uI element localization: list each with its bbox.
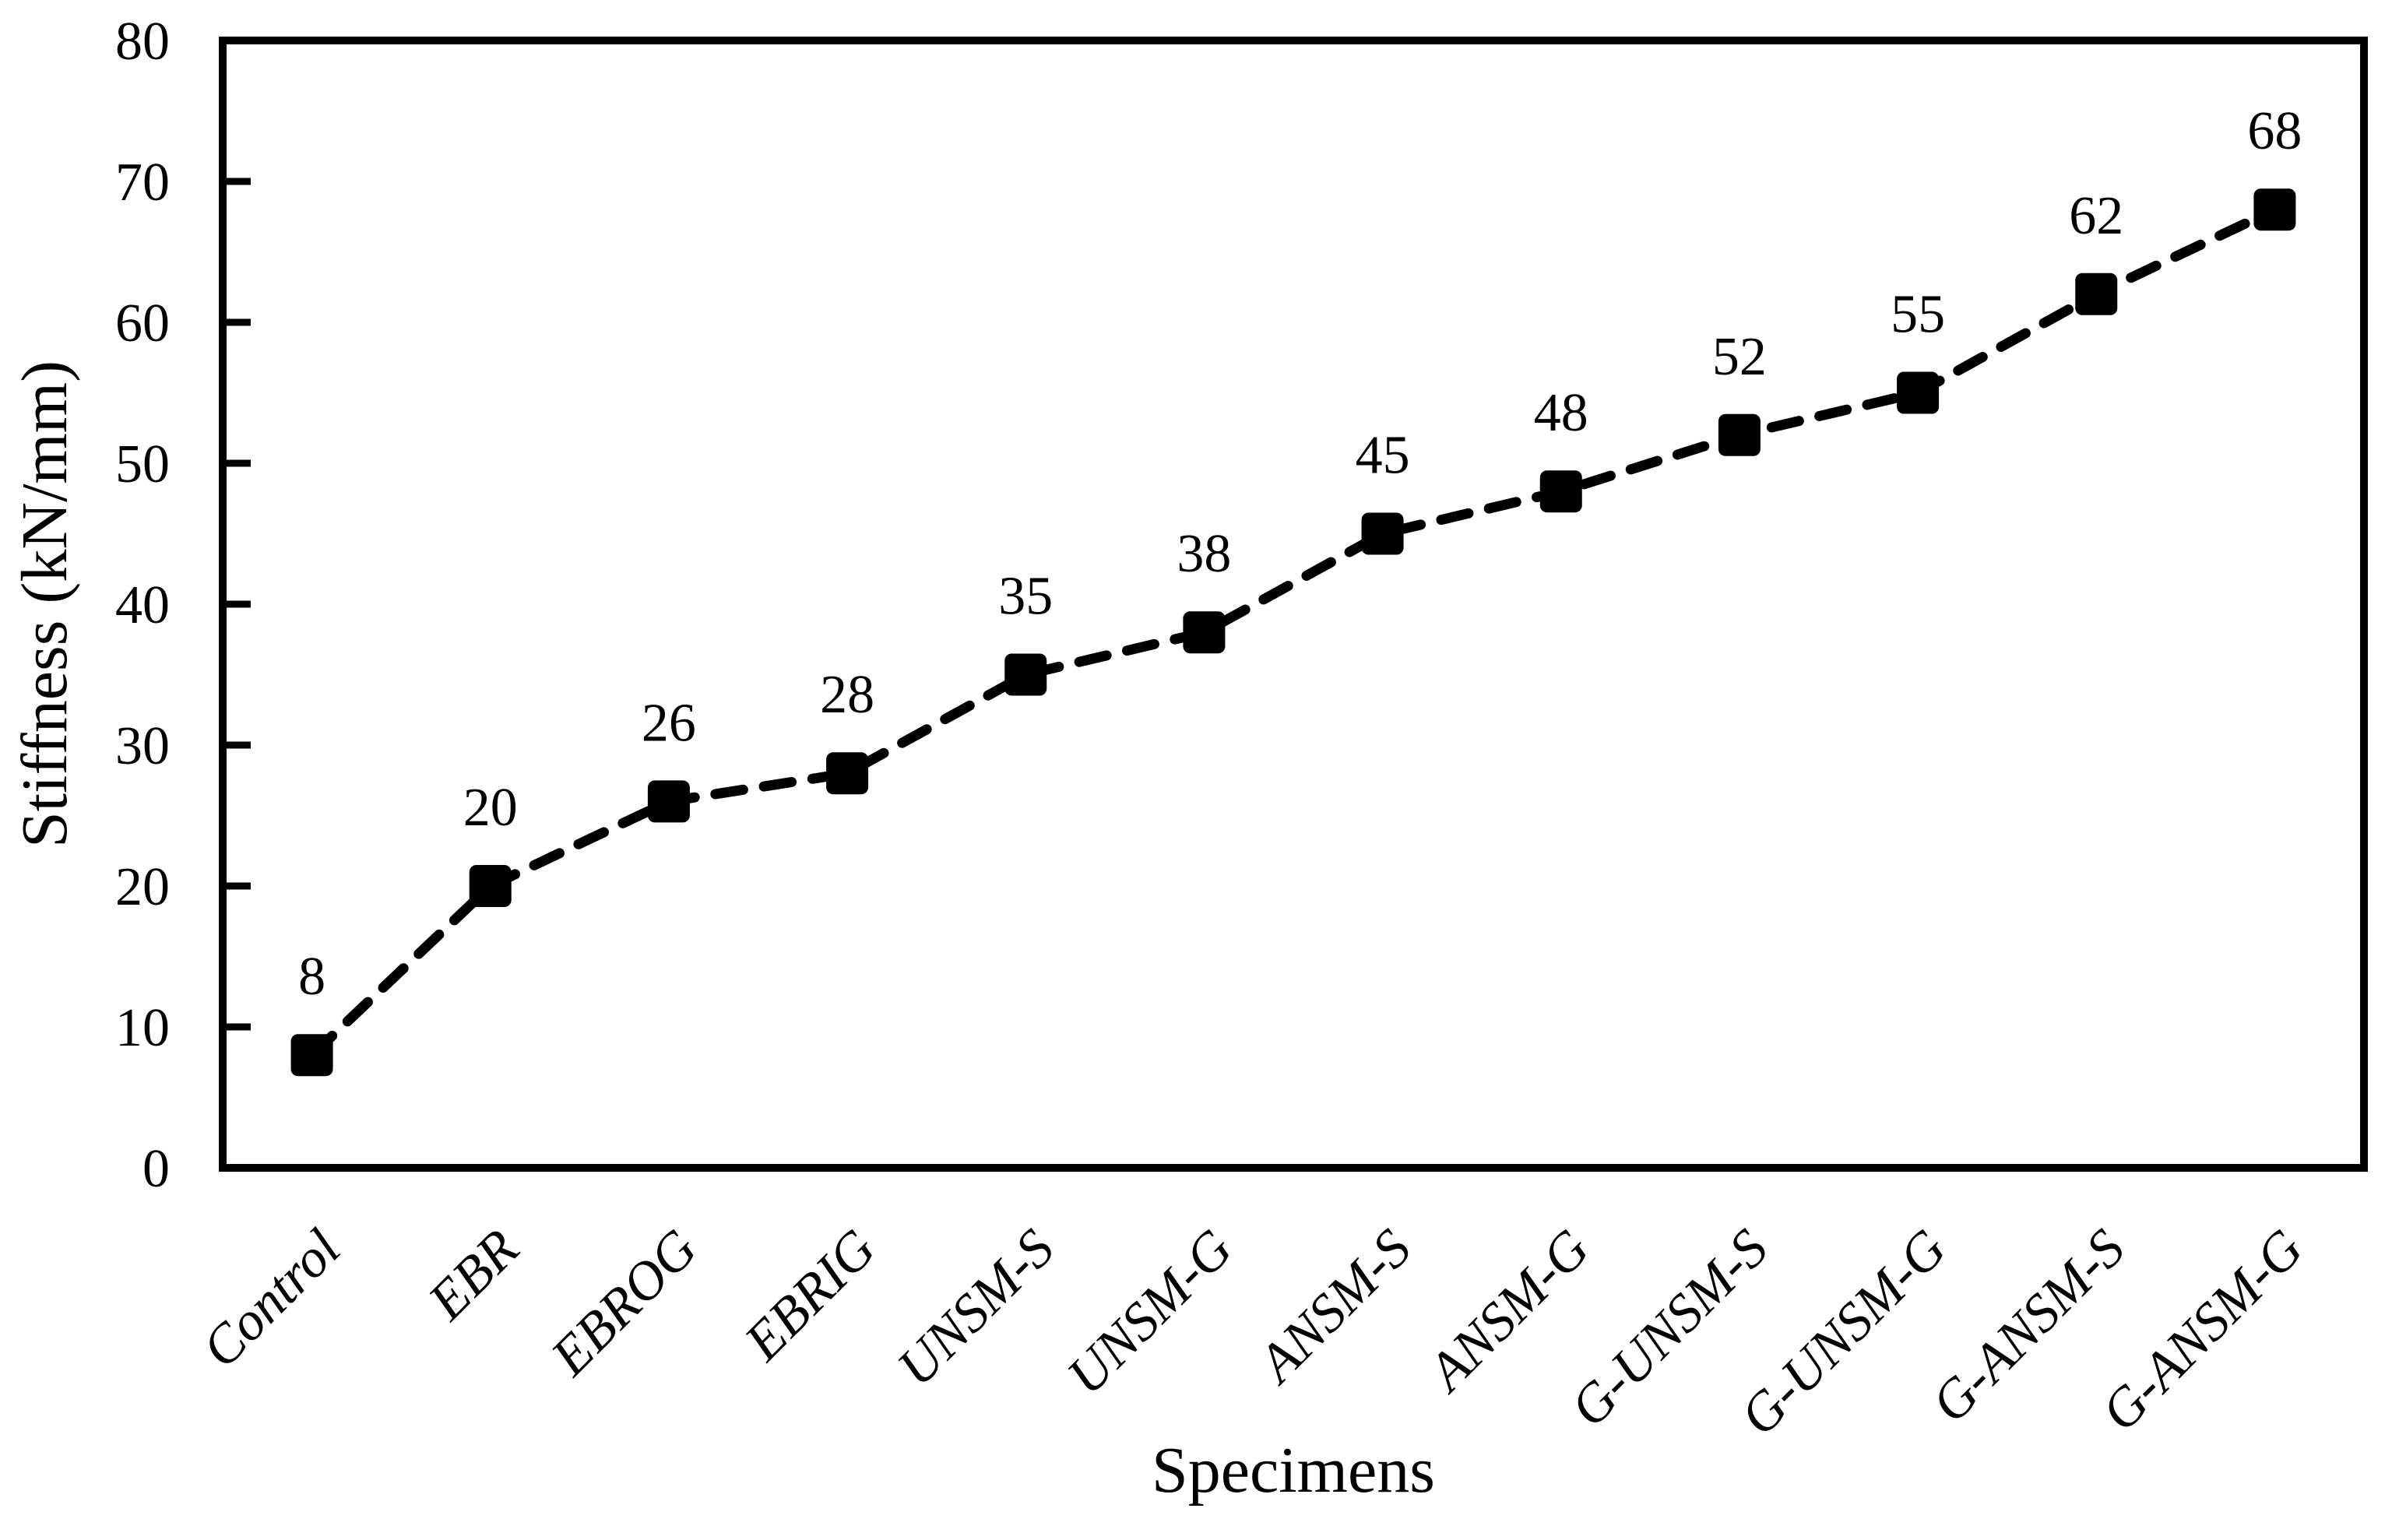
data-point-label: 45 xyxy=(1356,426,1410,486)
data-point-marker xyxy=(1004,653,1047,696)
data-point-label: 28 xyxy=(820,665,874,725)
plot-area-frame xyxy=(219,37,2368,1172)
x-category-label: EBR xyxy=(417,1218,530,1332)
data-point-marker xyxy=(1718,413,1761,456)
x-category-label: Control xyxy=(191,1218,352,1380)
data-point-marker xyxy=(647,780,690,823)
data-point-label: 38 xyxy=(1177,524,1231,584)
x-category-label: EBRIG xyxy=(733,1218,887,1373)
y-tick-label: 60 xyxy=(115,294,170,353)
data-label-layer: 8 20 26 28 35 38 45 48 52 55 62 68 xyxy=(298,101,2302,1007)
y-tick-label: 70 xyxy=(115,153,170,213)
data-point-marker xyxy=(1539,470,1582,513)
data-point-marker xyxy=(826,752,869,795)
y-axis-ticks xyxy=(225,178,251,1031)
y-axis-title: Stiffness (kN/mm) xyxy=(9,360,81,848)
y-tick-label: 50 xyxy=(115,434,170,494)
data-point-label: 8 xyxy=(298,947,325,1007)
data-point-marker xyxy=(2075,272,2118,315)
data-point-label: 62 xyxy=(2069,186,2123,246)
series-line xyxy=(307,204,2280,1060)
data-point-label: 68 xyxy=(2247,101,2302,161)
y-tick-label: 20 xyxy=(115,857,170,917)
data-point-label: 52 xyxy=(1712,327,1767,387)
data-point-marker xyxy=(1183,611,1226,654)
series-marker-layer xyxy=(290,188,2296,1077)
data-point-label: 35 xyxy=(998,567,1053,627)
series-line-layer xyxy=(307,204,2280,1060)
x-category-label: EBROG xyxy=(540,1218,709,1387)
y-tick-label: 40 xyxy=(115,575,170,635)
y-tick-label: 0 xyxy=(142,1139,170,1199)
data-point-label: 55 xyxy=(1891,285,1945,345)
data-point-label: 48 xyxy=(1534,383,1588,443)
data-point-label: 20 xyxy=(463,778,518,838)
data-point-marker xyxy=(290,1034,333,1077)
data-point-marker xyxy=(469,865,512,907)
x-category-label: ANSM-S xyxy=(1245,1218,1423,1396)
x-category-label: UNSM-S xyxy=(886,1218,1065,1398)
data-point-label: 26 xyxy=(642,693,696,753)
y-tick-label: 10 xyxy=(115,998,170,1058)
data-point-marker xyxy=(1361,512,1404,555)
x-axis-title: Specimens xyxy=(1152,1434,1435,1507)
data-point-marker xyxy=(2253,188,2296,231)
y-axis-tick-labels: 0 10 20 30 40 50 60 70 80 xyxy=(115,12,170,1199)
x-category-label: UNSM-G xyxy=(1056,1218,1243,1406)
y-tick-label: 30 xyxy=(115,716,170,776)
x-category-label: ANSM-G xyxy=(1415,1218,1601,1405)
y-tick-label: 80 xyxy=(115,12,170,72)
data-point-marker xyxy=(1897,371,1940,414)
